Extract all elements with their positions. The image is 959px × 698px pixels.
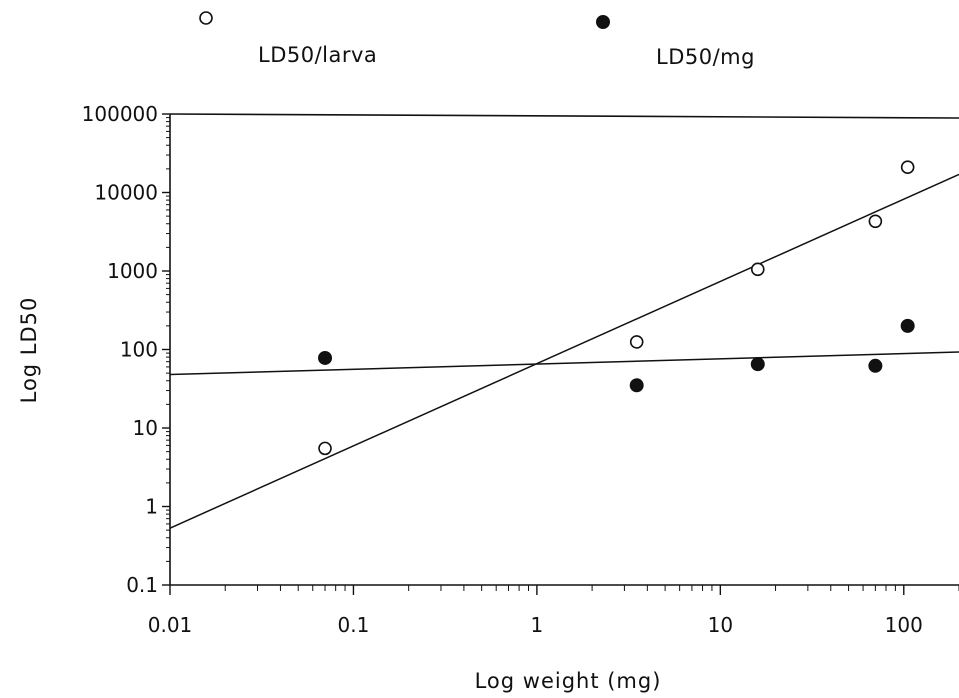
legend-label-mg: LD50/mg xyxy=(656,45,755,69)
open-circle-point xyxy=(750,262,765,277)
legend: LD50/larva LD50/mg xyxy=(199,11,755,69)
y-tick-label: 1000 xyxy=(107,259,158,283)
data-points xyxy=(318,160,915,456)
legend-label-larva: LD50/larva xyxy=(258,43,377,67)
y-axis-ticks: 0.1 1 10 100 1000 10000 100000 xyxy=(82,102,170,597)
legend-open-circle-marker xyxy=(199,11,213,25)
x-tick-label: 100 xyxy=(885,613,923,637)
x-tick-label: 0.01 xyxy=(148,613,193,637)
x-tick-label: 1 xyxy=(531,613,544,637)
open-circle-point xyxy=(900,160,915,175)
open-circle-point xyxy=(318,441,332,456)
top-frame-line xyxy=(169,113,959,119)
x-axis-title: Log weight (mg) xyxy=(475,669,662,693)
y-tick-label: 1 xyxy=(145,495,158,519)
fit-lines xyxy=(169,173,959,529)
filled-circle-point xyxy=(868,358,883,373)
y-tick-label: 10 xyxy=(133,416,158,440)
x-axis-ticks: 0.01 0.1 1 10 100 xyxy=(148,585,959,637)
filled-circle-point xyxy=(629,378,644,393)
filled-circle-point xyxy=(900,318,915,333)
filled-circle-point xyxy=(750,357,765,372)
fit-line-series-1 xyxy=(169,351,959,376)
fit-line-series-0 xyxy=(169,173,959,529)
y-axis-title: Log LD50 xyxy=(17,297,41,404)
x-tick-label: 0.1 xyxy=(338,613,370,637)
plot-frame xyxy=(169,113,959,586)
y-tick-label: 10000 xyxy=(94,181,158,205)
open-circle-point xyxy=(868,214,883,229)
y-tick-label: 100 xyxy=(120,338,158,362)
y-tick-label: 0.1 xyxy=(126,573,158,597)
filled-circle-point xyxy=(318,350,333,365)
x-tick-label: 10 xyxy=(708,613,733,637)
legend-filled-circle-marker xyxy=(596,15,610,29)
open-circle-point xyxy=(629,335,644,349)
y-tick-label: 100000 xyxy=(82,102,158,126)
